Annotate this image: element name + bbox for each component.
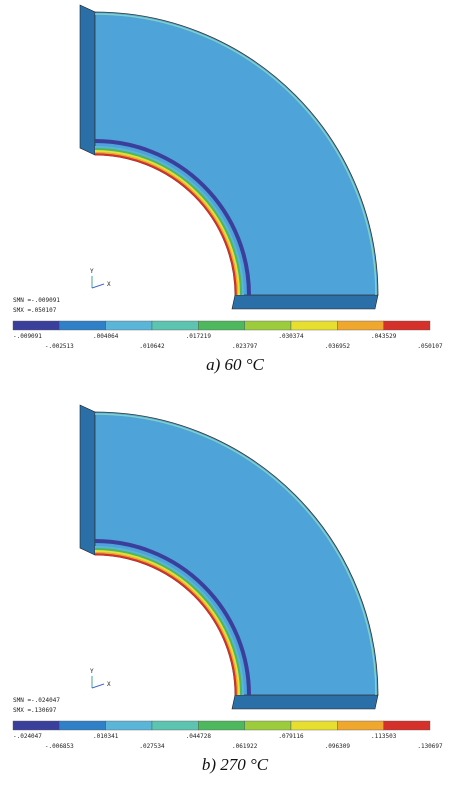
- legend-tick-label: .130697: [417, 743, 443, 750]
- smn-label: SMN =-.009091: [13, 297, 60, 304]
- legend-swatch: [337, 721, 383, 730]
- legend-swatch: [198, 321, 244, 330]
- axis-y-label: Y: [90, 268, 94, 275]
- legend-swatch: [384, 321, 430, 330]
- side-face: [80, 5, 95, 155]
- axis-y-label: Y: [90, 668, 94, 675]
- legend-tick-label: .010341: [93, 733, 119, 740]
- axis-x-label: X: [107, 281, 111, 288]
- legend-swatch: [245, 721, 291, 730]
- legend-swatch: [13, 721, 59, 730]
- legend-swatch: [152, 321, 198, 330]
- legend-tick-label: .030374: [278, 333, 304, 340]
- legend-swatch: [106, 721, 152, 730]
- legend-swatch: [106, 321, 152, 330]
- axis-x: [92, 684, 104, 688]
- legend-tick-label: .023797: [232, 343, 258, 350]
- legend-tick-label: .017219: [186, 333, 212, 340]
- legend-tick-label: .096309: [325, 743, 351, 750]
- legend-tick-label: .004064: [93, 333, 119, 340]
- figure: Y X SMN =-.009091 SMX =.050107 -.009091-.002…: [0, 0, 469, 795]
- smx-label: SMX =.130697: [13, 707, 57, 714]
- side-face: [80, 405, 95, 555]
- axis-x: [92, 284, 104, 288]
- legend-tick-label: .044728: [186, 733, 212, 740]
- legend-swatch: [291, 721, 337, 730]
- legend-tick-label: .079116: [278, 733, 304, 740]
- legend-tick-label: .036952: [325, 343, 351, 350]
- legend-tick-label: -.009091: [13, 333, 42, 340]
- contour-panel: Y X SMN =-.024047 SMX =.130697 -.024047-.006…: [13, 405, 443, 774]
- legend-tick-label: -.002513: [45, 343, 74, 350]
- legend-swatch: [59, 721, 105, 730]
- legend-swatch: [291, 321, 337, 330]
- legend-swatch: [245, 321, 291, 330]
- smx-label: SMX =.050107: [13, 307, 57, 314]
- legend-swatch: [59, 321, 105, 330]
- caption: b) 270 °C: [202, 755, 269, 774]
- legend-swatch: [384, 721, 430, 730]
- caption: a) 60 °C: [206, 355, 264, 374]
- legend-swatch: [152, 721, 198, 730]
- legend-swatch: [198, 721, 244, 730]
- contour-panel: Y X SMN =-.009091 SMX =.050107 -.009091-.002…: [13, 5, 443, 374]
- legend-tick-label: .061922: [232, 743, 258, 750]
- legend-tick-label: .050107: [417, 343, 443, 350]
- legend-swatch: [13, 321, 59, 330]
- bottom-face: [232, 695, 378, 709]
- smn-label: SMN =-.024047: [13, 697, 60, 704]
- legend-tick-label: .027534: [139, 743, 165, 750]
- legend-tick-label: -.024047: [13, 733, 42, 740]
- legend-tick-label: .113503: [371, 733, 397, 740]
- legend-tick-label: .043529: [371, 333, 397, 340]
- axis-x-label: X: [107, 681, 111, 688]
- bottom-face: [232, 295, 378, 309]
- legend-swatch: [337, 321, 383, 330]
- legend-tick-label: .010642: [139, 343, 165, 350]
- legend-tick-label: -.006853: [45, 743, 74, 750]
